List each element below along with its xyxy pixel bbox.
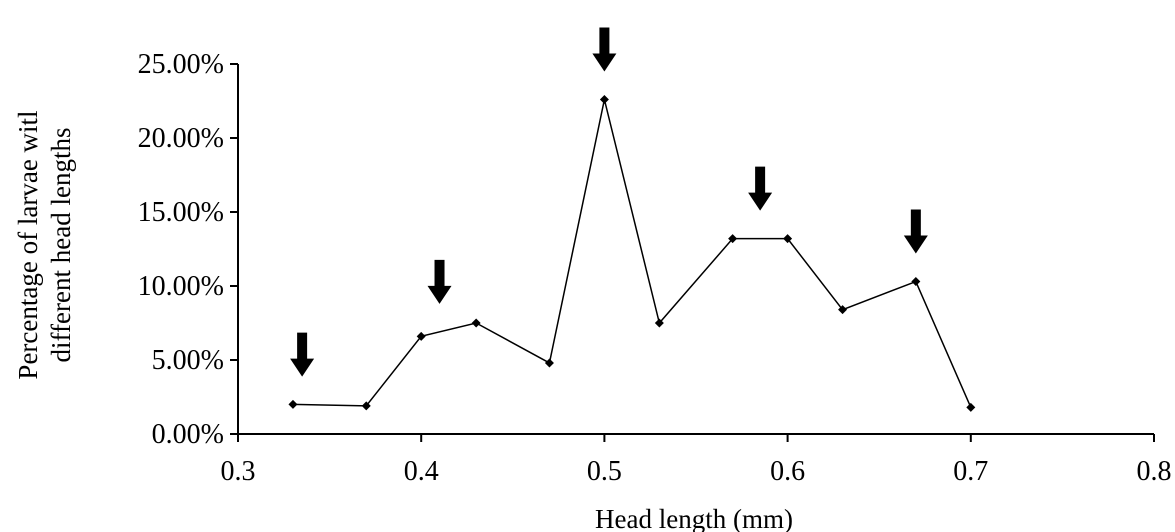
plot-area <box>288 95 976 412</box>
data-point <box>361 401 371 411</box>
arrow-down-icon <box>427 259 452 304</box>
data-point <box>599 95 609 105</box>
data-point <box>911 277 921 287</box>
data-point <box>728 234 738 244</box>
x-tick-label: 0.3 <box>221 456 256 487</box>
series-line <box>292 99 972 408</box>
x-tick-label: 0.4 <box>404 456 439 487</box>
arrow-down-icon <box>748 166 773 211</box>
data-point <box>966 402 976 412</box>
arrow-down-icon <box>592 27 617 72</box>
arrow-down-icon <box>290 332 315 377</box>
data-point <box>544 358 554 368</box>
y-tick-label: 10.00% <box>138 271 224 302</box>
y-tick-label: 0.00% <box>152 419 224 450</box>
y-tick-label: 15.00% <box>138 197 224 228</box>
data-point <box>288 399 298 409</box>
data-point <box>838 305 848 315</box>
y-tick-label: 25.00% <box>138 49 224 80</box>
data-point <box>416 331 426 341</box>
data-point <box>654 318 664 328</box>
data-point <box>783 234 793 244</box>
x-tick-label: 0.5 <box>587 456 622 487</box>
x-tick-label: 0.8 <box>1137 456 1172 487</box>
y-axis-title: Percentage of larvae witl different head… <box>13 110 76 379</box>
annotation-arrows <box>290 27 928 377</box>
x-tick-label: 0.6 <box>770 456 805 487</box>
data-point <box>471 318 481 328</box>
y-axis-title-line-1: Percentage of larvae witl <box>13 110 43 379</box>
x-tick-label: 0.7 <box>953 456 988 487</box>
axes: 0.00% 5.00% 10.00% 15.00% 20.00% 25.00% 0.3 0.4… <box>138 49 1172 487</box>
y-axis-title-line-2: different head lengths <box>46 128 76 363</box>
x-axis-title: Head length (mm) <box>595 504 793 532</box>
y-tick-label: 20.00% <box>138 123 224 154</box>
arrow-down-icon <box>903 209 928 254</box>
y-tick-label: 5.00% <box>152 345 224 376</box>
